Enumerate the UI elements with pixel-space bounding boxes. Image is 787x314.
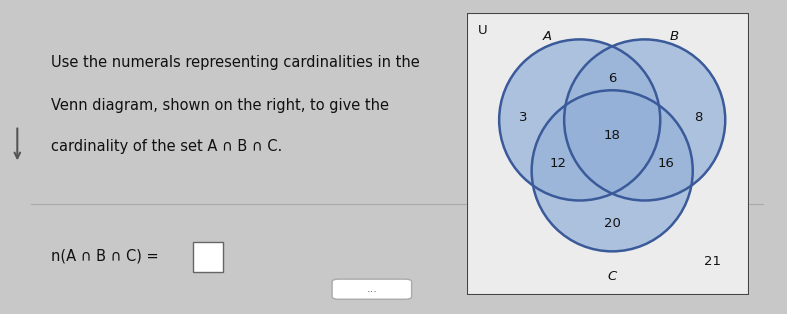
Circle shape	[499, 39, 660, 200]
Text: B: B	[670, 30, 679, 43]
Text: C: C	[608, 270, 617, 283]
Text: 6: 6	[608, 73, 616, 85]
Circle shape	[564, 39, 726, 200]
Text: cardinality of the set A ∩ B ∩ C.: cardinality of the set A ∩ B ∩ C.	[51, 138, 283, 154]
Text: 21: 21	[704, 255, 721, 268]
Circle shape	[532, 90, 693, 251]
FancyBboxPatch shape	[332, 279, 412, 299]
Text: A: A	[542, 30, 552, 43]
Text: Venn diagram, shown on the right, to give the: Venn diagram, shown on the right, to giv…	[51, 98, 389, 113]
Bar	[193, 242, 223, 272]
Text: U: U	[478, 24, 487, 37]
Circle shape	[499, 39, 660, 200]
Text: 8: 8	[694, 111, 703, 124]
Text: 3: 3	[519, 111, 527, 124]
Text: Use the numerals representing cardinalities in the: Use the numerals representing cardinalit…	[51, 55, 420, 70]
Text: n(A ∩ B ∩ C) =: n(A ∩ B ∩ C) =	[51, 248, 159, 263]
Text: 18: 18	[604, 129, 621, 142]
Circle shape	[532, 90, 693, 251]
Text: 20: 20	[604, 217, 621, 230]
Text: 16: 16	[657, 157, 674, 170]
Circle shape	[564, 39, 726, 200]
Text: 12: 12	[550, 157, 567, 170]
Text: ...: ...	[367, 284, 377, 294]
